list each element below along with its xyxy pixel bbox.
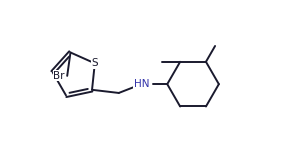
Text: HN: HN xyxy=(134,79,149,89)
Text: S: S xyxy=(91,58,98,68)
Text: Br: Br xyxy=(53,71,65,81)
